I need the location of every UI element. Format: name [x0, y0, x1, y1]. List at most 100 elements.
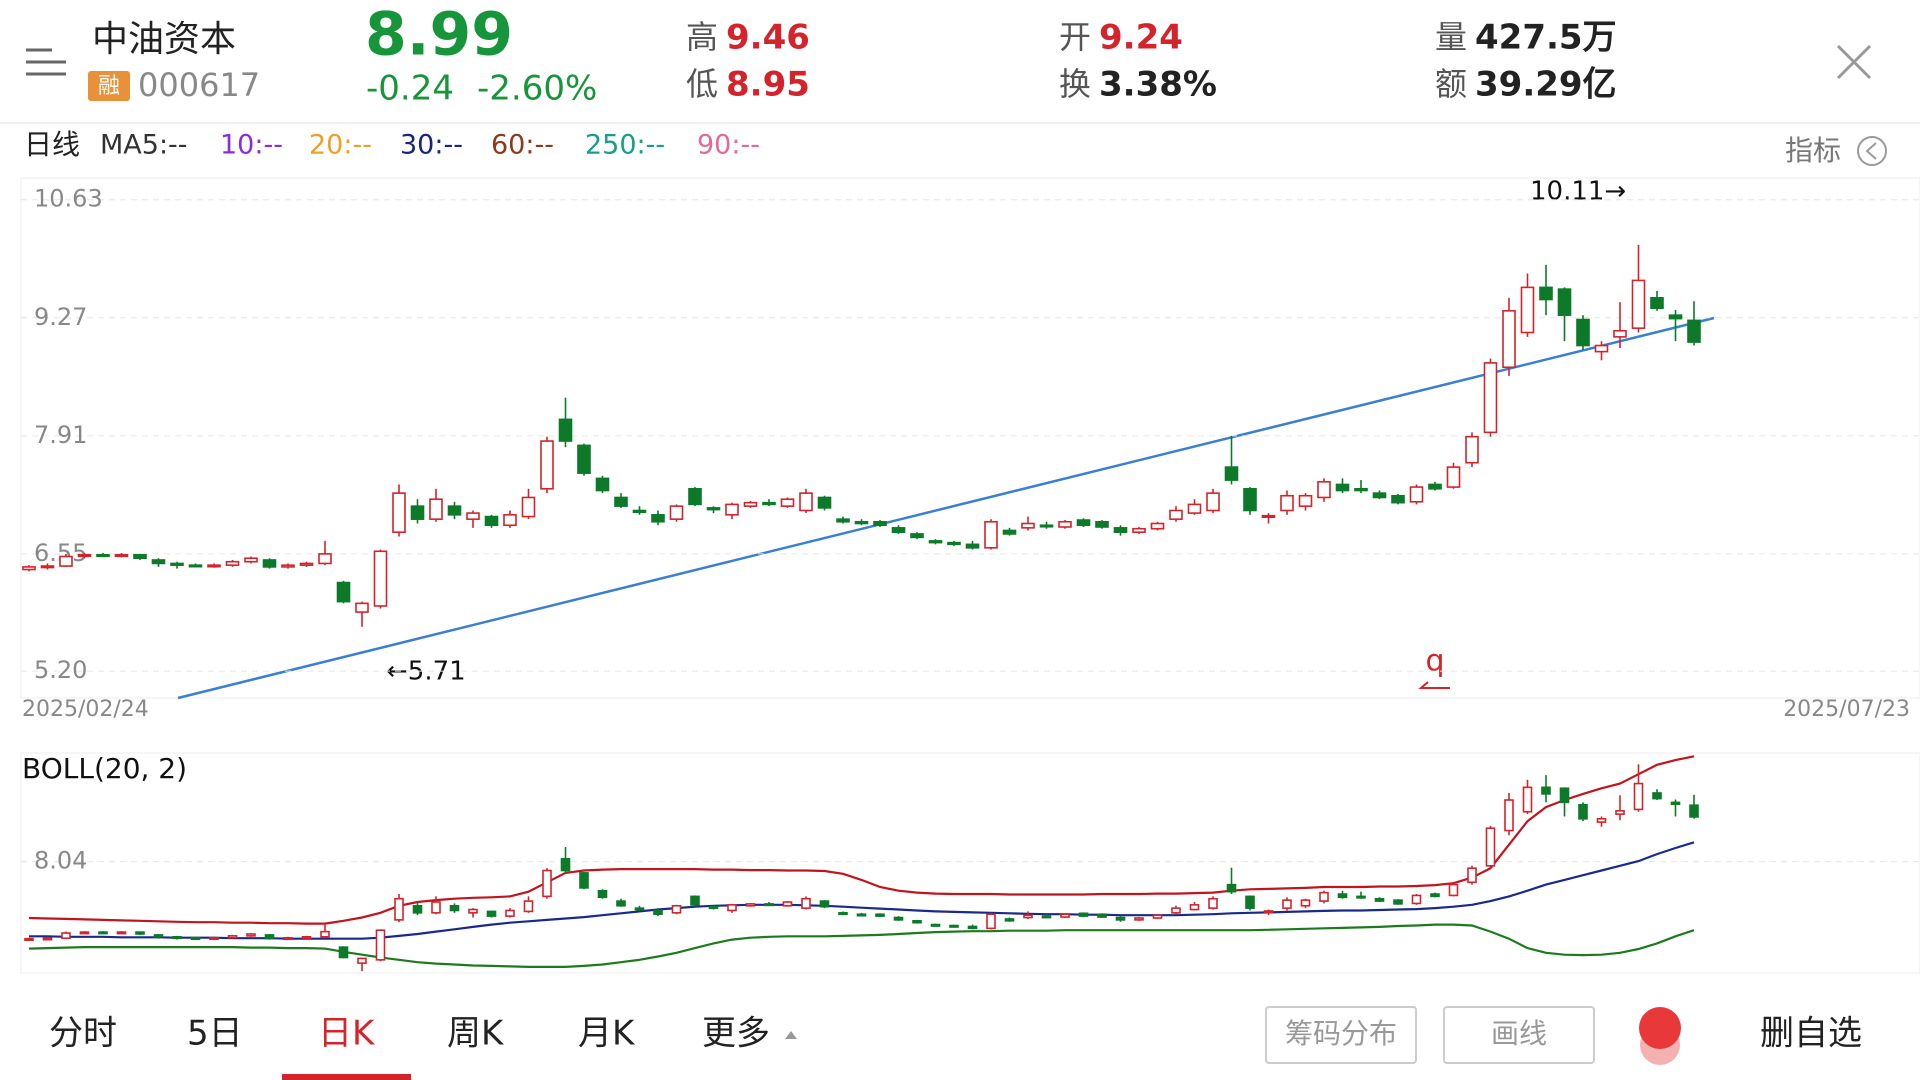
candle-body	[1113, 527, 1128, 533]
active-tab-indicator	[282, 1074, 411, 1080]
stat-label: 换	[1059, 65, 1091, 103]
candle-body	[318, 553, 332, 565]
stat-value: 3.38%	[1099, 65, 1217, 105]
boll-line	[28, 755, 1695, 925]
candle-body	[1300, 899, 1311, 907]
indicator-chevron	[1865, 142, 1877, 160]
close-button[interactable]	[1836, 44, 1872, 80]
candle-body	[301, 936, 312, 940]
ma-item: 10:--	[220, 130, 283, 161]
candle-body	[1502, 310, 1516, 369]
candle-body	[669, 505, 684, 520]
candle-body	[1670, 801, 1681, 806]
candle-body	[392, 492, 406, 533]
candle-body	[1596, 818, 1607, 823]
ma-item: 30:--	[400, 130, 463, 161]
boll-panel	[20, 752, 1920, 974]
candle-body	[928, 540, 943, 544]
indicator-button[interactable]: 指标	[1785, 134, 1887, 167]
record-dot[interactable]	[1639, 1007, 1681, 1049]
candle-body	[283, 936, 293, 941]
stat-value: 9.24	[1099, 18, 1183, 58]
candle-body	[1134, 917, 1144, 921]
tab[interactable]: 5日	[187, 1014, 243, 1054]
candle-body	[1171, 907, 1181, 914]
candle-body	[77, 553, 92, 558]
candle-body	[190, 936, 201, 941]
candle-body	[1021, 522, 1035, 529]
candle-body	[1152, 914, 1163, 919]
tab[interactable]: 月K	[578, 1014, 636, 1054]
candle-body	[172, 936, 182, 940]
menu-icon[interactable]	[26, 48, 66, 76]
candle-body	[801, 897, 811, 909]
candle-body	[394, 897, 404, 921]
candle-body	[1668, 314, 1683, 320]
ma-item: 90:--	[697, 130, 760, 161]
candle-body	[634, 907, 645, 911]
candle-body	[1650, 296, 1664, 310]
stock-name: 中油资本	[92, 19, 236, 60]
ma-item: 20:--	[309, 130, 372, 161]
stat-label: 低	[686, 65, 718, 103]
candle-body	[799, 492, 813, 512]
boll-title: BOLL(20, 2)	[22, 752, 187, 785]
candle-body	[540, 440, 554, 490]
candle-body	[375, 929, 386, 961]
candle-body	[42, 937, 53, 941]
candle-body	[838, 912, 848, 916]
candle-body	[98, 931, 108, 935]
tab[interactable]: 日K	[318, 1014, 376, 1054]
candle-body	[542, 869, 552, 898]
candle-body	[1004, 918, 1015, 922]
candle-body	[854, 520, 869, 525]
candle-body	[910, 533, 924, 539]
candle-body	[780, 498, 795, 507]
candle-body	[912, 920, 922, 924]
tab[interactable]: 分时	[49, 1014, 117, 1054]
candle-body	[745, 903, 756, 907]
candle-body	[244, 557, 258, 563]
candle-body	[1023, 914, 1033, 919]
candle-body	[503, 514, 517, 527]
candle-body	[1559, 787, 1570, 804]
more-arrow	[785, 1031, 797, 1039]
candle-body	[1245, 895, 1255, 909]
candle-body	[614, 496, 628, 507]
candle-body	[819, 900, 830, 908]
x-label-start: 2025/02/24	[22, 697, 149, 722]
button[interactable]: 筹码分布	[1285, 1017, 1397, 1050]
candle-body	[743, 501, 758, 507]
candle-body	[373, 550, 388, 607]
candle-body	[431, 901, 441, 914]
candle-body	[207, 564, 221, 568]
stat-label: 量	[1435, 18, 1467, 56]
candle-body	[1393, 899, 1403, 905]
candle-body	[1578, 803, 1588, 820]
candle-body	[1187, 503, 1202, 514]
indicator: 指标	[1785, 134, 1841, 167]
candle-body	[153, 934, 164, 938]
candle-body	[688, 487, 702, 506]
y-tick-label: 8.04	[34, 847, 87, 875]
candle-body	[486, 910, 497, 917]
candle-body	[320, 930, 330, 938]
candle-body	[336, 581, 351, 603]
button-bg	[1265, 1006, 1417, 1064]
tab[interactable]: 更多	[702, 1014, 770, 1054]
button[interactable]: 画线	[1491, 1017, 1547, 1050]
candle-body	[1391, 494, 1405, 504]
candle-body	[1615, 810, 1625, 815]
candle-body	[817, 496, 832, 509]
candle-body	[1409, 486, 1424, 503]
candle-body	[984, 520, 998, 549]
candle-body	[1002, 529, 1017, 535]
ma-item: 250:--	[585, 130, 665, 161]
candle-body	[1319, 891, 1329, 902]
tab[interactable]: 周K	[447, 1014, 505, 1054]
candle-body	[1041, 915, 1052, 919]
candle-body	[1317, 481, 1331, 499]
candle-body	[764, 903, 774, 907]
candle-body	[1411, 894, 1422, 905]
remove-watchlist[interactable]: 删自选	[1760, 1014, 1862, 1054]
